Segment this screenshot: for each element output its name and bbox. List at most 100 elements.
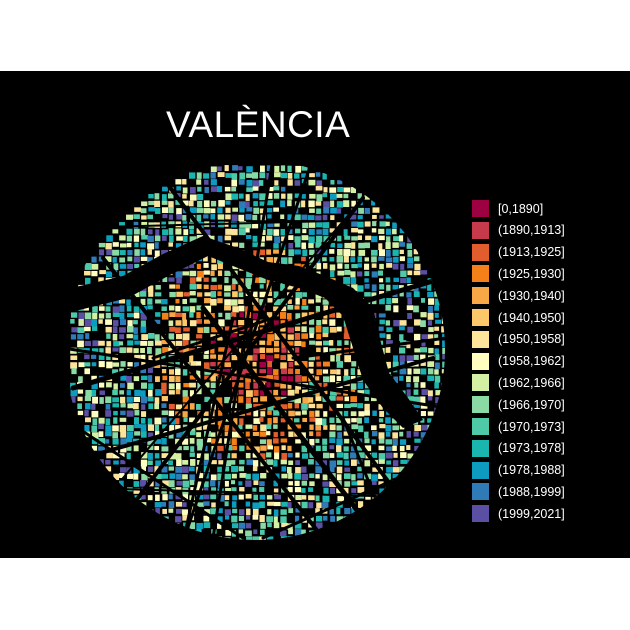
building-footprint — [133, 466, 140, 474]
building-footprint — [197, 200, 203, 208]
building-footprint — [210, 270, 215, 276]
building-footprint — [288, 249, 294, 257]
building-footprint — [119, 222, 125, 227]
building-footprint — [420, 347, 428, 353]
building-footprint — [197, 445, 204, 451]
building-footprint — [162, 347, 169, 354]
building-footprint — [147, 418, 153, 425]
building-footprint — [322, 249, 328, 256]
building-footprint — [385, 249, 391, 257]
building-footprint — [434, 410, 440, 416]
building-footprint — [357, 229, 364, 234]
building-footprint — [162, 214, 168, 219]
building-footprint — [133, 403, 139, 410]
building-footprint — [280, 509, 287, 515]
building-footprint — [253, 201, 258, 207]
building-footprint — [140, 354, 146, 361]
building-footprint — [141, 473, 148, 481]
building-footprint — [421, 389, 429, 396]
building-footprint — [176, 459, 182, 467]
building-footprint — [225, 515, 230, 520]
building-footprint — [372, 467, 379, 472]
building-footprint — [161, 410, 169, 416]
building-footprint — [259, 193, 266, 201]
building-footprint — [316, 333, 322, 340]
building-footprint — [245, 222, 252, 229]
building-footprint — [301, 453, 309, 459]
building-footprint — [351, 481, 359, 486]
building-footprint — [120, 361, 126, 367]
building-footprint — [134, 291, 140, 298]
building-footprint — [169, 425, 175, 432]
building-footprint — [245, 480, 252, 487]
building-footprint — [127, 320, 133, 328]
building-footprint — [371, 396, 377, 402]
building-footprint — [301, 305, 309, 310]
building-footprint — [435, 354, 440, 361]
building-footprint — [281, 390, 287, 396]
building-footprint — [315, 445, 321, 452]
building-footprint — [337, 432, 343, 439]
building-footprint — [168, 508, 174, 513]
building-footprint — [309, 424, 314, 430]
building-footprint — [204, 179, 209, 185]
building-footprint — [140, 396, 148, 404]
building-footprint — [119, 250, 126, 256]
building-footprint — [421, 446, 428, 451]
building-footprint — [105, 459, 111, 465]
building-footprint — [308, 200, 315, 208]
building-footprint — [322, 299, 329, 305]
building-footprint — [378, 459, 385, 464]
building-footprint — [217, 214, 225, 220]
building-footprint — [246, 166, 253, 173]
building-footprint — [287, 305, 294, 310]
building-footprint — [168, 201, 174, 208]
building-footprint — [190, 459, 196, 466]
building-footprint — [85, 417, 91, 423]
building-footprint — [140, 431, 147, 438]
building-footprint — [196, 277, 202, 282]
building-footprint — [336, 354, 341, 362]
building-footprint — [162, 516, 169, 523]
building-footprint — [211, 460, 217, 465]
building-footprint — [273, 193, 280, 199]
building-footprint — [344, 326, 349, 334]
building-footprint — [273, 410, 280, 416]
building-footprint — [203, 200, 210, 208]
building-footprint — [329, 460, 337, 468]
building-footprint — [155, 508, 160, 515]
building-footprint — [322, 438, 328, 445]
building-footprint — [301, 488, 306, 493]
building-footprint — [238, 522, 246, 529]
building-footprint — [280, 362, 287, 369]
building-footprint — [224, 362, 231, 368]
building-footprint — [147, 509, 154, 514]
building-footprint — [225, 173, 233, 178]
building-footprint — [259, 361, 267, 368]
building-footprint — [112, 256, 117, 263]
building-footprint — [273, 299, 281, 306]
legend-label: (1978,1988] — [498, 463, 565, 478]
building-footprint — [315, 201, 322, 206]
building-footprint — [245, 431, 250, 437]
building-footprint — [393, 277, 400, 283]
building-footprint — [99, 270, 106, 275]
building-footprint — [245, 214, 252, 220]
building-footprint — [134, 249, 140, 256]
building-footprint — [280, 228, 285, 236]
building-footprint — [323, 376, 330, 383]
building-footprint — [203, 494, 210, 500]
building-footprint — [399, 375, 404, 381]
turia-river — [65, 236, 423, 428]
building-footprint — [134, 242, 139, 248]
building-footprint — [183, 446, 189, 451]
building-footprint — [134, 424, 141, 429]
building-footprint — [413, 389, 419, 395]
building-footprint — [168, 390, 175, 395]
building-footprint — [225, 228, 232, 235]
building-footprint — [322, 333, 329, 338]
building-footprint — [252, 313, 259, 320]
building-footprint — [175, 425, 181, 431]
building-footprint — [323, 305, 329, 311]
building-footprint — [266, 424, 272, 430]
